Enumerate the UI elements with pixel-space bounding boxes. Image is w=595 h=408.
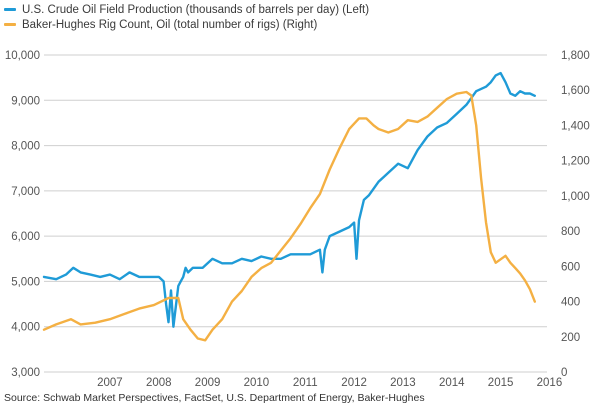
series-line-rig-count bbox=[42, 90, 536, 342]
legend-item-production: U.S. Crude Oil Field Production (thousan… bbox=[4, 2, 564, 17]
x-tick-label: 2013 bbox=[390, 377, 416, 389]
y-left-tick-label: 4,000 bbox=[11, 322, 40, 334]
y-left-tick-label: 10,000 bbox=[5, 50, 40, 62]
y-right-tick-label: 1,200 bbox=[561, 156, 590, 168]
legend-item-rig-count: Baker-Hughes Rig Count, Oil (total numbe… bbox=[4, 17, 564, 32]
series-line-production bbox=[42, 71, 536, 328]
y-right-tick-label: 1,000 bbox=[561, 191, 590, 203]
y-left-tick-label: 6,000 bbox=[11, 231, 40, 243]
x-tick-label: 2009 bbox=[195, 377, 221, 389]
y-left-tick-label: 5,000 bbox=[11, 276, 40, 288]
x-tick-label: 2008 bbox=[146, 377, 172, 389]
y-right-tick-label: 600 bbox=[561, 261, 580, 273]
y-left-tick-label: 3,000 bbox=[11, 367, 40, 379]
x-tick-label: 2007 bbox=[97, 377, 123, 389]
y-left-tick-label: 9,000 bbox=[11, 95, 40, 107]
y-right-tick-label: 1,800 bbox=[561, 50, 590, 62]
legend-swatch-rig-count bbox=[4, 23, 16, 26]
legend-label-rig-count: Baker-Hughes Rig Count, Oil (total numbe… bbox=[22, 18, 318, 31]
chart-legend: U.S. Crude Oil Field Production (thousan… bbox=[4, 2, 564, 32]
y-right-tick-label: 400 bbox=[561, 297, 580, 309]
y-right-tick-label: 1,600 bbox=[561, 85, 590, 97]
y-right-tick-label: 200 bbox=[561, 332, 580, 344]
y-right-tick-label: 800 bbox=[561, 226, 580, 238]
x-tick-label: 2010 bbox=[244, 377, 270, 389]
legend-swatch-production bbox=[4, 8, 16, 11]
x-tick-label: 2012 bbox=[341, 377, 367, 389]
y-right-tick-label: 0 bbox=[561, 367, 567, 379]
y-right-tick-label: 1,400 bbox=[561, 120, 590, 132]
y-left-tick-label: 7,000 bbox=[11, 186, 40, 198]
x-tick-label: 2014 bbox=[439, 377, 465, 389]
y-left-tick-label: 8,000 bbox=[11, 141, 40, 153]
x-tick-label: 2015 bbox=[488, 377, 514, 389]
x-tick-label: 2016 bbox=[537, 377, 563, 389]
x-tick-label: 2011 bbox=[293, 377, 318, 389]
source-note: Source: Schwab Market Perspectives, Fact… bbox=[4, 392, 425, 404]
legend-label-production: U.S. Crude Oil Field Production (thousan… bbox=[22, 3, 370, 16]
